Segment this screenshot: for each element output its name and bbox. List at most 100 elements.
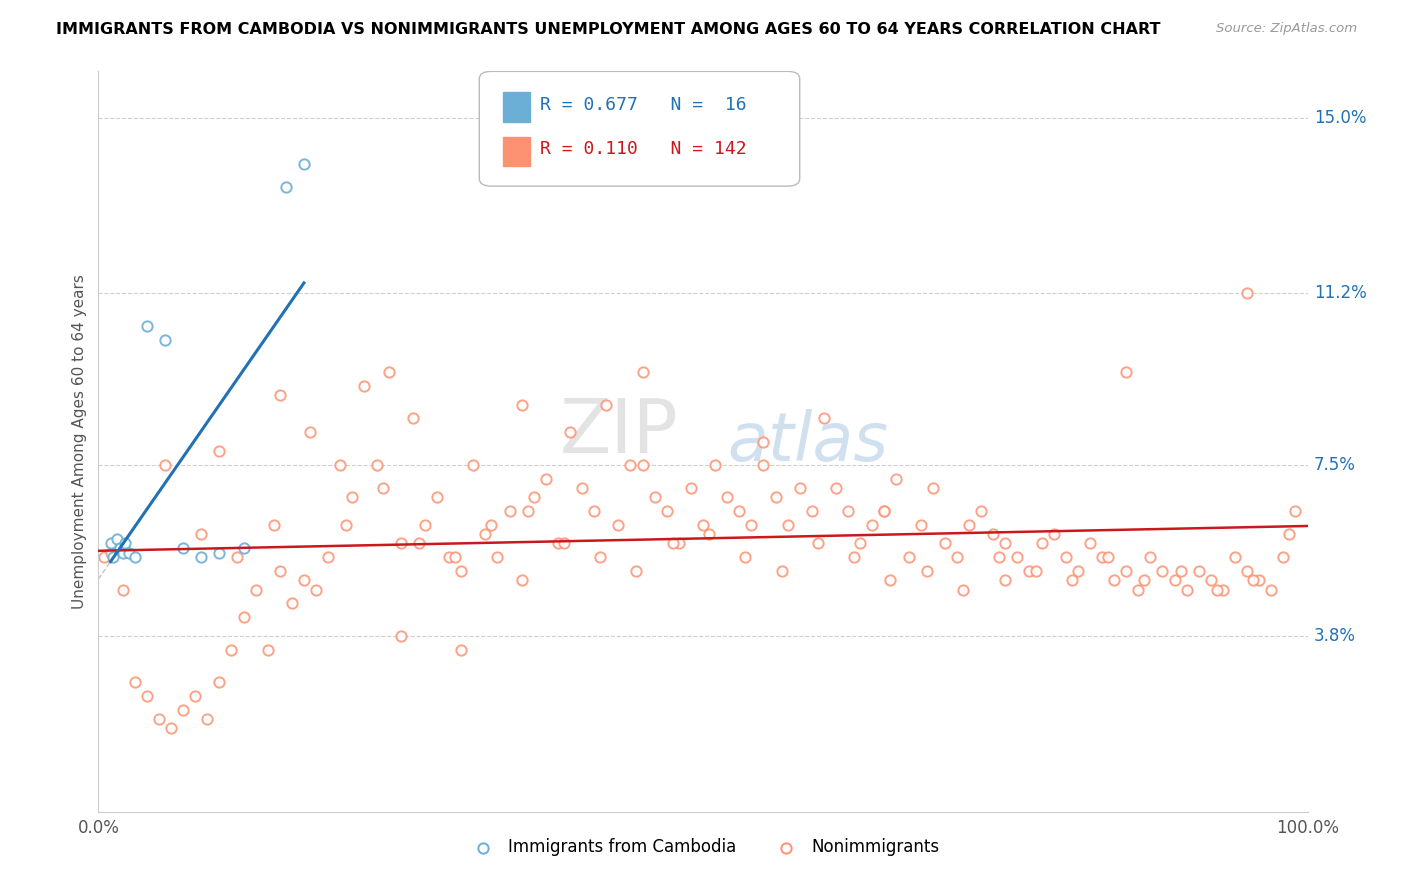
Point — [704, 458, 727, 472]
Point — [274, 180, 297, 194]
Point — [269, 564, 291, 578]
Point — [281, 597, 304, 611]
FancyBboxPatch shape — [479, 71, 800, 186]
Point — [335, 517, 357, 532]
Point — [208, 546, 231, 560]
Point — [342, 490, 364, 504]
Point — [631, 365, 654, 379]
Point — [952, 582, 974, 597]
Point — [662, 536, 685, 550]
Point — [353, 379, 375, 393]
Point — [510, 574, 533, 588]
Point — [498, 504, 520, 518]
Point — [981, 527, 1004, 541]
Point — [849, 536, 872, 550]
Point — [474, 527, 496, 541]
Point — [1018, 564, 1040, 578]
Point — [879, 574, 901, 588]
Point — [789, 481, 811, 495]
Point — [108, 541, 131, 555]
Point — [437, 550, 460, 565]
Point — [100, 536, 122, 550]
Point — [148, 712, 170, 726]
Point — [679, 481, 702, 495]
FancyBboxPatch shape — [503, 92, 530, 121]
Point — [256, 642, 278, 657]
Point — [728, 504, 751, 518]
Point — [292, 157, 315, 171]
Point — [970, 504, 993, 518]
Point — [1007, 550, 1029, 565]
Point — [800, 504, 823, 518]
Point — [124, 550, 146, 565]
Point — [1115, 564, 1137, 578]
Point — [558, 425, 581, 440]
Point — [589, 550, 612, 565]
Point — [1031, 536, 1053, 550]
Point — [366, 458, 388, 472]
Point — [1260, 582, 1282, 597]
Point — [571, 481, 593, 495]
Y-axis label: Unemployment Among Ages 60 to 64 years: Unemployment Among Ages 60 to 64 years — [72, 274, 87, 609]
Point — [837, 504, 859, 518]
Point — [921, 481, 943, 495]
Point — [813, 411, 835, 425]
Point — [1223, 550, 1246, 565]
Point — [994, 574, 1017, 588]
Point — [897, 550, 920, 565]
Point — [1025, 564, 1047, 578]
Point — [692, 517, 714, 532]
Text: 3.8%: 3.8% — [1313, 627, 1355, 645]
Point — [377, 365, 399, 379]
Point — [1102, 574, 1125, 588]
Point — [371, 481, 394, 495]
Point — [1241, 574, 1264, 588]
Point — [595, 398, 617, 412]
Text: R = 0.110   N = 142: R = 0.110 N = 142 — [540, 140, 747, 158]
Point — [195, 712, 218, 726]
Point — [1163, 574, 1185, 588]
Point — [221, 642, 243, 657]
Point — [1249, 574, 1271, 588]
Point — [1188, 564, 1211, 578]
Point — [1236, 286, 1258, 301]
Point — [450, 564, 472, 578]
Point — [619, 458, 641, 472]
Point — [111, 546, 134, 560]
Point — [752, 458, 775, 472]
Point — [1139, 550, 1161, 565]
Point — [299, 425, 322, 440]
Text: 11.2%: 11.2% — [1313, 285, 1367, 302]
Point — [534, 471, 557, 485]
Point — [776, 517, 799, 532]
Point — [160, 722, 183, 736]
Point — [668, 536, 690, 550]
Text: ZIP: ZIP — [560, 396, 679, 469]
Point — [426, 490, 449, 504]
Text: 7.5%: 7.5% — [1313, 456, 1355, 474]
Point — [1091, 550, 1114, 565]
Point — [740, 517, 762, 532]
Point — [752, 434, 775, 449]
Point — [631, 458, 654, 472]
Text: atlas: atlas — [727, 409, 889, 475]
Point — [1054, 550, 1077, 565]
Point — [1042, 527, 1064, 541]
Point — [994, 536, 1017, 550]
Point — [873, 504, 896, 518]
Point — [190, 550, 212, 565]
Point — [135, 318, 157, 333]
Point — [245, 582, 267, 597]
Point — [1128, 582, 1150, 597]
Point — [114, 536, 136, 550]
Point — [957, 517, 980, 532]
Point — [644, 490, 666, 504]
Point — [1133, 574, 1156, 588]
Point — [915, 564, 938, 578]
Point — [697, 527, 720, 541]
Point — [316, 550, 339, 565]
Point — [510, 398, 533, 412]
Point — [553, 536, 575, 550]
Point — [263, 517, 285, 532]
Point — [100, 546, 122, 560]
